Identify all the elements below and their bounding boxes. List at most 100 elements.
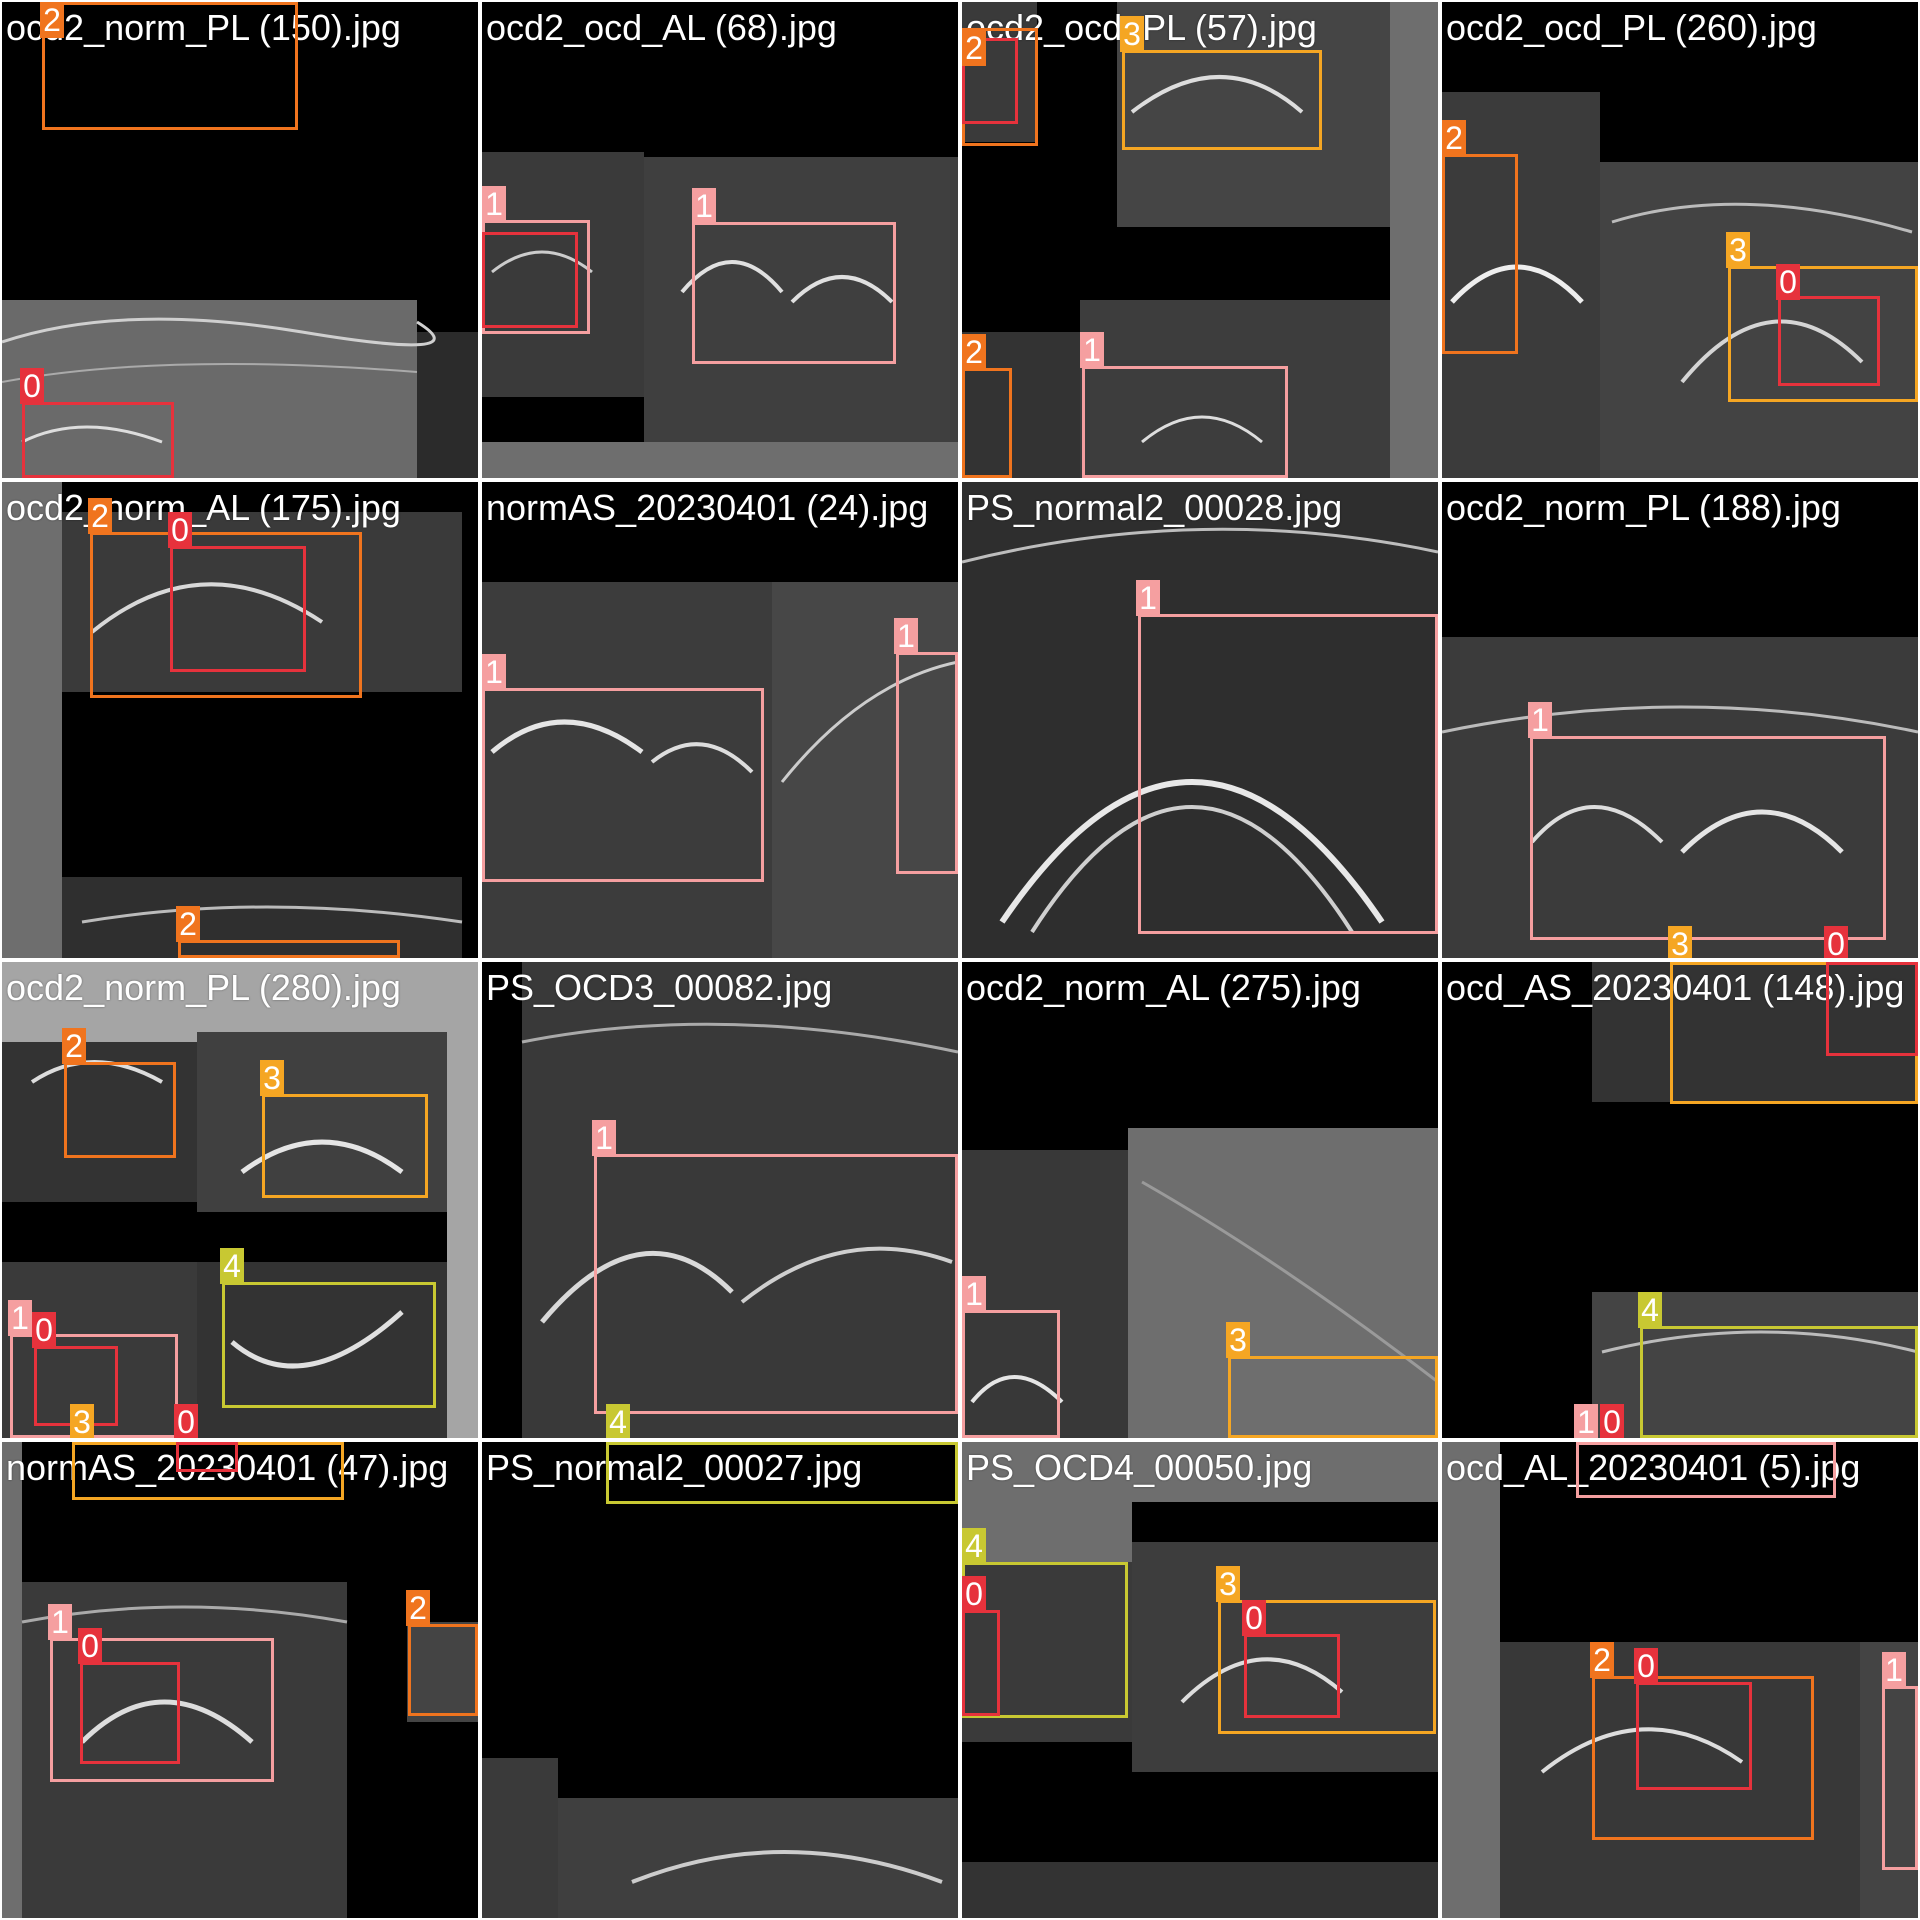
bbox-class-1 bbox=[1882, 1686, 1918, 1870]
bbox-class-2 bbox=[1442, 154, 1518, 354]
bbox-class-3 bbox=[1728, 266, 1918, 402]
bbox-label: 0 bbox=[1824, 926, 1848, 958]
tile-5: ocd2_norm_AL (175).jpg 2 0 2 bbox=[2, 482, 478, 958]
bbox-class-1 bbox=[1530, 736, 1886, 940]
bbox-class-0 bbox=[176, 1442, 238, 1472]
bbox-class-0 bbox=[80, 1662, 180, 1764]
bbox-label: 1 bbox=[692, 188, 716, 224]
ultrasound-image bbox=[482, 2, 958, 478]
bbox-class-3 bbox=[262, 1094, 428, 1198]
bbox-class-4 bbox=[606, 1442, 958, 1504]
image-filename: ocd2_ocd_PL (260).jpg bbox=[1446, 7, 1817, 48]
tile-7: PS_normal2_00028.jpg 1 bbox=[962, 482, 1438, 958]
tile-11: ocd2_norm_AL (275).jpg 1 3 bbox=[962, 962, 1438, 1438]
bbox-label: 2 bbox=[88, 498, 112, 534]
bbox-class-1 bbox=[1576, 1442, 1836, 1498]
bbox-class-0 bbox=[22, 402, 174, 478]
tile-6: normAS_20230401 (24).jpg 1 1 bbox=[482, 482, 958, 958]
bbox-label: 3 bbox=[1226, 1322, 1250, 1358]
bbox-class-4 bbox=[1640, 1326, 1918, 1438]
bbox-label: 1 bbox=[48, 1604, 72, 1640]
bbox-class-3 bbox=[1218, 1600, 1436, 1734]
bbox-label: 0 bbox=[174, 1404, 198, 1438]
image-filename: ocd2_norm_PL (280).jpg bbox=[6, 967, 401, 1008]
bbox-label: 4 bbox=[220, 1248, 244, 1284]
bbox-class-0 bbox=[962, 38, 1018, 124]
tile-4: ocd2_ocd_PL (260).jpg 2 3 0 bbox=[1442, 2, 1918, 478]
bbox-class-3 bbox=[1122, 50, 1322, 150]
bbox-label: 1 bbox=[1080, 332, 1104, 368]
bbox-label: 2 bbox=[40, 2, 64, 38]
image-filename: ocd2_norm_PL (188).jpg bbox=[1446, 487, 1841, 528]
tile-3: ocd2_ocd_PL (57).jpg 2 3 2 1 bbox=[962, 2, 1438, 478]
bbox-label: 2 bbox=[176, 906, 200, 942]
ultrasound-image bbox=[962, 482, 1438, 958]
bbox-label: 0 bbox=[1776, 264, 1800, 300]
bbox-label: 1 bbox=[894, 618, 918, 654]
bbox-label: 0 bbox=[78, 1628, 102, 1664]
image-filename: normAS_20230401 (47).jpg bbox=[6, 1447, 449, 1488]
image-filename: PS_normal2_00027.jpg bbox=[486, 1447, 863, 1488]
bbox-label: 2 bbox=[1442, 120, 1466, 156]
bbox-label: 4 bbox=[606, 1404, 630, 1438]
bbox-class-1 bbox=[1138, 614, 1438, 934]
ultrasound-image bbox=[482, 1442, 958, 1918]
bbox-label: 4 bbox=[962, 1528, 986, 1564]
bbox-label: 4 bbox=[1638, 1292, 1662, 1328]
ultrasound-image bbox=[482, 962, 958, 1438]
bbox-class-0 bbox=[1826, 962, 1918, 1056]
bbox-label: 0 bbox=[1600, 1404, 1624, 1438]
ultrasound-image bbox=[1442, 962, 1918, 1438]
ultrasound-image bbox=[2, 962, 478, 1438]
bbox-label: 1 bbox=[482, 186, 506, 222]
tile-15: PS_OCD4_00050.jpg 4 0 3 0 bbox=[962, 1442, 1438, 1918]
tile-14: PS_normal2_00027.jpg bbox=[482, 1442, 958, 1918]
bbox-label: 3 bbox=[1726, 232, 1750, 268]
tile-12: ocd_AS_20230401 (148).jpg 4 1 0 bbox=[1442, 962, 1918, 1438]
bbox-class-1 bbox=[50, 1638, 274, 1782]
bbox-label: 1 bbox=[1136, 580, 1160, 616]
bbox-class-0 bbox=[170, 546, 306, 672]
bbox-class-0 bbox=[1636, 1682, 1752, 1790]
tile-8: ocd2_norm_PL (188).jpg 1 3 0 bbox=[1442, 482, 1918, 958]
image-filename: ocd_AL_20230401 (5).jpg bbox=[1446, 1447, 1861, 1488]
bbox-label: 3 bbox=[1216, 1566, 1240, 1602]
bbox-class-2 bbox=[1592, 1676, 1814, 1840]
image-filename: PS_OCD3_00082.jpg bbox=[486, 967, 833, 1008]
ultrasound-image bbox=[962, 1442, 1438, 1918]
bbox-label: 2 bbox=[62, 1028, 86, 1064]
bbox-class-1 bbox=[1082, 366, 1288, 478]
bbox-class-1 bbox=[962, 1310, 1060, 1438]
bbox-label: 2 bbox=[406, 1590, 430, 1626]
bbox-label: 3 bbox=[1668, 926, 1692, 958]
tile-13: normAS_20230401 (47).jpg 1 0 2 bbox=[2, 1442, 478, 1918]
bbox-label: 1 bbox=[1574, 1404, 1598, 1438]
bbox-class-2 bbox=[90, 532, 362, 698]
tile-2: ocd2_ocd_AL (68).jpg 1 1 bbox=[482, 2, 958, 478]
bbox-label: 0 bbox=[168, 512, 192, 548]
bbox-class-2 bbox=[178, 940, 400, 958]
bbox-class-0 bbox=[962, 1610, 1000, 1716]
ultrasound-image bbox=[1442, 482, 1918, 958]
bbox-label: 1 bbox=[482, 654, 506, 690]
bbox-label: 2 bbox=[1590, 1642, 1614, 1678]
bbox-class-2 bbox=[64, 1062, 176, 1158]
bbox-label: 2 bbox=[962, 334, 986, 370]
bbox-class-3 bbox=[1228, 1356, 1438, 1438]
bbox-class-1 bbox=[10, 1334, 178, 1438]
image-filename: PS_OCD4_00050.jpg bbox=[966, 1447, 1313, 1488]
image-filename: normAS_20230401 (24).jpg bbox=[486, 487, 929, 528]
bbox-label: 3 bbox=[1120, 16, 1144, 52]
bbox-label: 3 bbox=[70, 1404, 94, 1438]
bbox-class-0 bbox=[1244, 1634, 1340, 1718]
bbox-class-0 bbox=[482, 232, 578, 328]
bbox-label: 1 bbox=[592, 1120, 616, 1156]
ultrasound-image bbox=[962, 962, 1438, 1438]
bbox-class-1 bbox=[692, 222, 896, 364]
bbox-label: 0 bbox=[962, 1576, 986, 1612]
ultrasound-image bbox=[2, 482, 478, 958]
image-filename: PS_normal2_00028.jpg bbox=[966, 487, 1343, 528]
tile-10: PS_OCD3_00082.jpg 1 4 bbox=[482, 962, 958, 1438]
bbox-class-1 bbox=[594, 1154, 958, 1414]
